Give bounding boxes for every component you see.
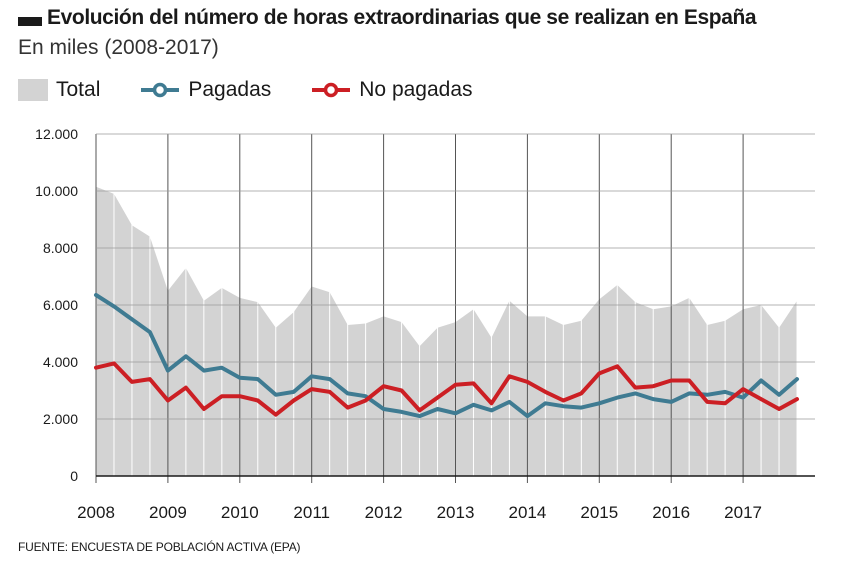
x-tick-label: 2009 [149,503,187,522]
legend-item-total: Total [18,78,100,102]
legend-label-paid: Pagadas [188,78,272,101]
legend-swatch-total [18,79,48,101]
x-tick-label: 2017 [724,503,762,522]
legend-swatch-paid [141,82,180,98]
title-marker [18,16,42,26]
x-tick-label: 2013 [437,503,475,522]
y-tick-label: 12.000 [35,126,78,142]
x-tick-label: 2016 [652,503,690,522]
source-note: FUENTE: ENCUESTA DE POBLACIÓN ACTIVA (EP… [18,540,301,554]
y-tick-label: 10.000 [35,183,78,199]
legend: Total Pagadas No pagadas [18,77,513,103]
legend-label-unpaid: No pagadas [359,78,473,101]
legend-item-unpaid: No pagadas [311,78,473,102]
x-tick-label: 2015 [580,503,618,522]
chart-subtitle: En miles (2008-2017) [18,36,219,59]
chart-title: Evolución del número de horas extraordin… [47,6,757,29]
x-tick-label: 2010 [221,503,259,522]
x-tick-label: 2011 [293,503,330,522]
x-tick-label: 2014 [508,503,546,522]
legend-item-paid: Pagadas [140,78,271,102]
title-row: Evolución del número de horas extraordin… [18,6,757,30]
series-line-paid [94,293,799,419]
y-tick-label: 2.000 [43,411,78,427]
y-tick-label: 0 [70,468,78,484]
x-tick-label: 2012 [365,503,403,522]
y-tick-label: 4.000 [43,354,78,370]
legend-label-total: Total [56,78,101,101]
y-tick-label: 8.000 [43,240,78,256]
series-line-unpaid [94,361,799,417]
y-tick-label: 6.000 [43,297,78,313]
series-area-total [96,186,797,476]
x-tick-label: 2008 [77,503,115,522]
legend-swatch-unpaid [312,82,351,98]
